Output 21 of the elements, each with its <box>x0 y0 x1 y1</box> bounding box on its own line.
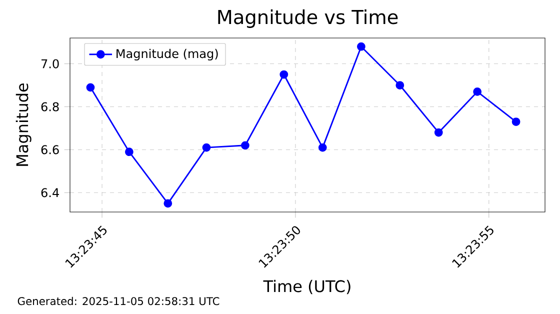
point <box>473 88 482 96</box>
chart-title: Magnitude vs Time <box>218 9 398 28</box>
point <box>356 42 366 51</box>
point <box>512 118 520 126</box>
point <box>240 141 250 150</box>
legend-label: Magnitude (mag) <box>116 48 218 60</box>
y-tick-label: 7.0 <box>42 59 59 68</box>
x-axis-title: Time (UTC) <box>263 280 350 294</box>
point <box>280 70 288 79</box>
point <box>318 143 327 152</box>
y-tick-label: 6.4 <box>41 188 59 198</box>
point <box>396 81 404 90</box>
text: Generated: 2025-11-05 02:58:31 UTC <box>18 296 220 306</box>
point <box>202 143 211 152</box>
y-axis-title: Magnitude <box>16 83 32 166</box>
point <box>164 199 172 208</box>
y-tick-label: 6.8 <box>41 102 59 112</box>
point <box>124 148 134 156</box>
point <box>434 128 443 137</box>
y-tick-label: 6.6 <box>41 145 59 154</box>
point <box>86 83 95 92</box>
